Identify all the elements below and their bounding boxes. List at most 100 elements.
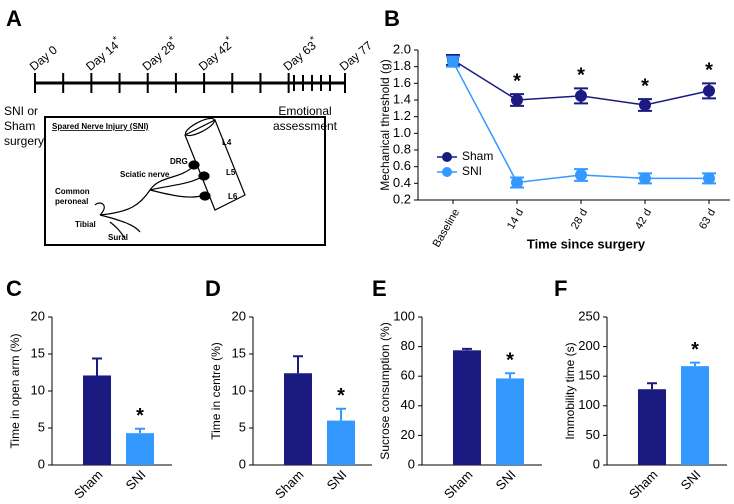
day-label: Day 14* — [82, 34, 125, 74]
spine-end — [184, 117, 216, 137]
significance: * — [513, 70, 521, 92]
day-label: Day 42* — [194, 34, 237, 74]
y-tick-label: 100 — [393, 308, 415, 323]
significance: * — [641, 75, 649, 97]
y-tick-label: 5 — [239, 419, 246, 434]
point — [511, 176, 523, 189]
point — [703, 172, 715, 185]
inset-label: peroneal — [55, 197, 88, 206]
x-tick-label: 42 d — [633, 207, 654, 232]
y-tick-label: 150 — [578, 368, 600, 383]
x-tick-label: 28 d — [569, 207, 590, 232]
inset-label: DRG — [170, 157, 188, 166]
panel-letter: E — [372, 276, 387, 301]
error-bar — [647, 382, 657, 390]
drg — [198, 171, 210, 181]
bar — [681, 366, 709, 465]
y-tick-label: 0 — [408, 456, 415, 471]
bar — [496, 378, 524, 465]
y-axis-title: Immobility time (s) — [563, 342, 577, 439]
y-tick-label: 0.6 — [393, 158, 411, 173]
x-tick-label: 14 d — [505, 207, 526, 232]
y-tick-label: 0.2 — [393, 191, 411, 206]
y-tick-label: 20 — [31, 308, 45, 323]
point — [575, 169, 587, 181]
x-tick-label: Sham — [272, 467, 307, 502]
significance: * — [136, 405, 144, 427]
error-bar — [690, 361, 700, 367]
bar — [453, 350, 481, 465]
bar — [284, 373, 312, 465]
y-tick-label: 80 — [401, 338, 415, 353]
y-tick-label: 0.8 — [393, 141, 411, 156]
error-bar — [92, 357, 102, 376]
bar — [327, 420, 355, 465]
legend-marker — [442, 167, 452, 177]
panel-letter: F — [554, 276, 567, 301]
day-text: Day 77 — [337, 38, 375, 73]
error-bar — [293, 355, 303, 374]
y-tick-label: 15 — [31, 345, 45, 360]
drg — [188, 160, 200, 170]
significance: * — [308, 34, 318, 45]
point — [639, 99, 651, 111]
y-tick-label: 0.4 — [393, 175, 411, 190]
inset-box — [44, 116, 326, 246]
y-tick-label: 1.2 — [393, 108, 411, 123]
x-tick-label: Sham — [441, 467, 476, 502]
y-tick-label: 250 — [578, 308, 600, 323]
y-tick-label: 1.0 — [393, 125, 411, 140]
day-label: Day 63* — [279, 34, 322, 74]
error-bar — [505, 372, 515, 379]
error-bar — [462, 347, 472, 351]
point — [447, 55, 459, 68]
y-tick-label: 10 — [232, 382, 246, 397]
error-bar — [135, 427, 145, 434]
significance: * — [577, 65, 585, 87]
bar — [638, 389, 666, 465]
y-axis-title: Mechanical threshold (g) — [378, 59, 392, 190]
y-tick-label: 15 — [232, 345, 246, 360]
error-bar — [336, 407, 346, 421]
day-label: Day 0 — [27, 43, 60, 74]
significance: * — [167, 34, 177, 45]
x-tick-label: Sham — [626, 467, 661, 502]
significance: * — [506, 350, 514, 372]
y-axis-title: Sucrose consumption (%) — [378, 322, 392, 459]
x-tick-label: Baseline — [431, 207, 462, 250]
panel-letter: A — [6, 6, 22, 31]
panel-letter: D — [205, 276, 221, 301]
inset-label: L4 — [222, 138, 232, 147]
y-tick-label: 50 — [586, 427, 600, 442]
point — [511, 94, 523, 106]
x-axis-title: Time since surgery — [527, 236, 646, 251]
day-label: Day 77 — [337, 38, 375, 73]
assessment-note: assessment — [273, 119, 338, 133]
x-tick-label: SNI — [324, 467, 350, 493]
x-tick-label: SNI — [678, 467, 704, 493]
legend-label: Sham — [462, 149, 493, 163]
inset-drawing — [94, 117, 246, 239]
x-tick-label: SNI — [123, 467, 149, 493]
y-tick-label: 1.6 — [393, 75, 411, 90]
y-tick-label: 1.4 — [393, 91, 411, 106]
y-tick-label: 1.8 — [393, 58, 411, 73]
inset-label: Sural — [108, 233, 128, 242]
x-tick-label: Sham — [71, 467, 106, 502]
x-tick-label: 63 d — [697, 207, 718, 232]
assessment-note: Emotional — [278, 104, 331, 118]
y-tick-label: 60 — [401, 368, 415, 383]
inset-title: Spared Nerve Injury (SNI) — [52, 122, 149, 131]
y-tick-label: 40 — [401, 397, 415, 412]
y-tick-label: 100 — [578, 397, 600, 412]
surgery-note: Sham — [4, 119, 35, 133]
panel-letter: B — [384, 6, 400, 31]
x-tick-label: SNI — [493, 467, 519, 493]
significance: * — [705, 60, 713, 82]
y-tick-label: 10 — [31, 382, 45, 397]
significance: * — [111, 34, 121, 45]
panel-letter: C — [6, 276, 22, 301]
inset-label: Common — [55, 187, 90, 196]
significance: * — [224, 34, 234, 45]
